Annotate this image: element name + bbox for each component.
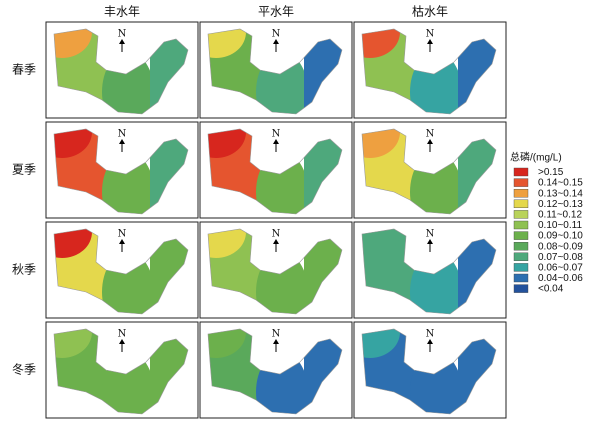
legend-label: 0.10~0.11 [538, 220, 582, 231]
row-label: 夏季 [12, 163, 36, 177]
north-arrow-head [119, 39, 125, 44]
north-arrow-head [427, 339, 433, 344]
lake-outline [53, 328, 189, 415]
north-arrow-head [273, 239, 279, 244]
lake-outline [207, 328, 343, 415]
north-arrow-head [427, 139, 433, 144]
legend-swatch [513, 220, 529, 230]
legend-label: 0.14~0.15 [538, 178, 583, 189]
north-label: N [118, 229, 127, 240]
north-label: N [272, 229, 281, 240]
lake-outline [361, 28, 497, 115]
legend-label: 0.04~0.06 [538, 273, 583, 284]
legend-swatch [513, 273, 529, 283]
north-label: N [426, 329, 435, 340]
legend-label: 0.11~0.12 [538, 210, 582, 221]
legend-swatch [513, 263, 529, 272]
column-header: 枯水年 [412, 4, 448, 19]
row-label: 春季 [12, 63, 36, 77]
legend-swatch [513, 241, 529, 251]
legend-swatch [513, 231, 529, 240]
legend-label: <0.04 [538, 284, 564, 295]
map-panel: N [199, 121, 353, 219]
north-label: N [118, 129, 127, 140]
north-arrow-head [427, 239, 433, 244]
north-label: N [272, 29, 281, 40]
north-arrow-head [273, 139, 279, 144]
column-header: 平水年 [258, 5, 294, 19]
north-label: N [118, 329, 127, 340]
map-panel: N [199, 21, 353, 119]
north-label: N [272, 129, 281, 140]
north-label: N [426, 229, 435, 240]
legend-label: 0.07~0.08 [538, 252, 583, 263]
legend-swatch [513, 178, 529, 187]
legend-label: 0.13~0.14 [538, 188, 583, 199]
legend-swatch [513, 252, 529, 262]
row-label: 冬季 [12, 362, 36, 377]
legend-swatch [513, 199, 529, 209]
map-panel: N [199, 221, 353, 319]
map-panel: N [199, 321, 353, 419]
legend-title: 总磷/(mg/L) [510, 151, 562, 164]
north-label: N [118, 29, 127, 40]
lake-outline [207, 228, 343, 315]
legend-label: 0.08~0.09 [538, 241, 583, 252]
legend-label: >0.15 [538, 167, 564, 178]
row-label: 秋季 [12, 263, 36, 277]
north-label: N [426, 29, 435, 40]
lake-outline [207, 28, 343, 115]
lake-outline [207, 128, 343, 215]
lake-outline [53, 28, 189, 115]
legend-label: 0.09~0.10 [538, 231, 583, 242]
legend-label: 0.12~0.13 [538, 199, 583, 210]
north-arrow-head [273, 39, 279, 44]
legend-swatch [513, 167, 529, 177]
north-label: N [426, 129, 435, 140]
north-arrow-head [119, 139, 125, 144]
lake-outline [53, 128, 189, 215]
map-panel: N [45, 21, 199, 119]
map-panel: N [45, 321, 199, 419]
lake-outline [361, 128, 497, 215]
map-panel: N [45, 221, 199, 319]
map-panel: N [45, 121, 199, 219]
map-panel: N [353, 121, 507, 219]
map-panel: N [353, 321, 507, 419]
map-panel: N [353, 221, 507, 319]
north-label: N [272, 329, 281, 340]
north-arrow-head [427, 39, 433, 44]
north-arrow-head [119, 239, 125, 244]
north-arrow-head [119, 339, 125, 344]
legend-swatch [513, 188, 529, 198]
legend: 总磷/(mg/L) >0.150.14~0.150.13~0.140.12~0.1… [510, 151, 583, 295]
lake-outline [361, 328, 497, 415]
map-panel: N [353, 21, 507, 119]
north-arrow-head [273, 339, 279, 344]
legend-swatch [513, 284, 529, 293]
legend-label: 0.06~0.07 [538, 263, 583, 274]
lake-outline [361, 228, 497, 315]
lake-outline [53, 228, 189, 315]
legend-swatch [513, 210, 529, 219]
column-header: 丰水年 [104, 5, 140, 19]
